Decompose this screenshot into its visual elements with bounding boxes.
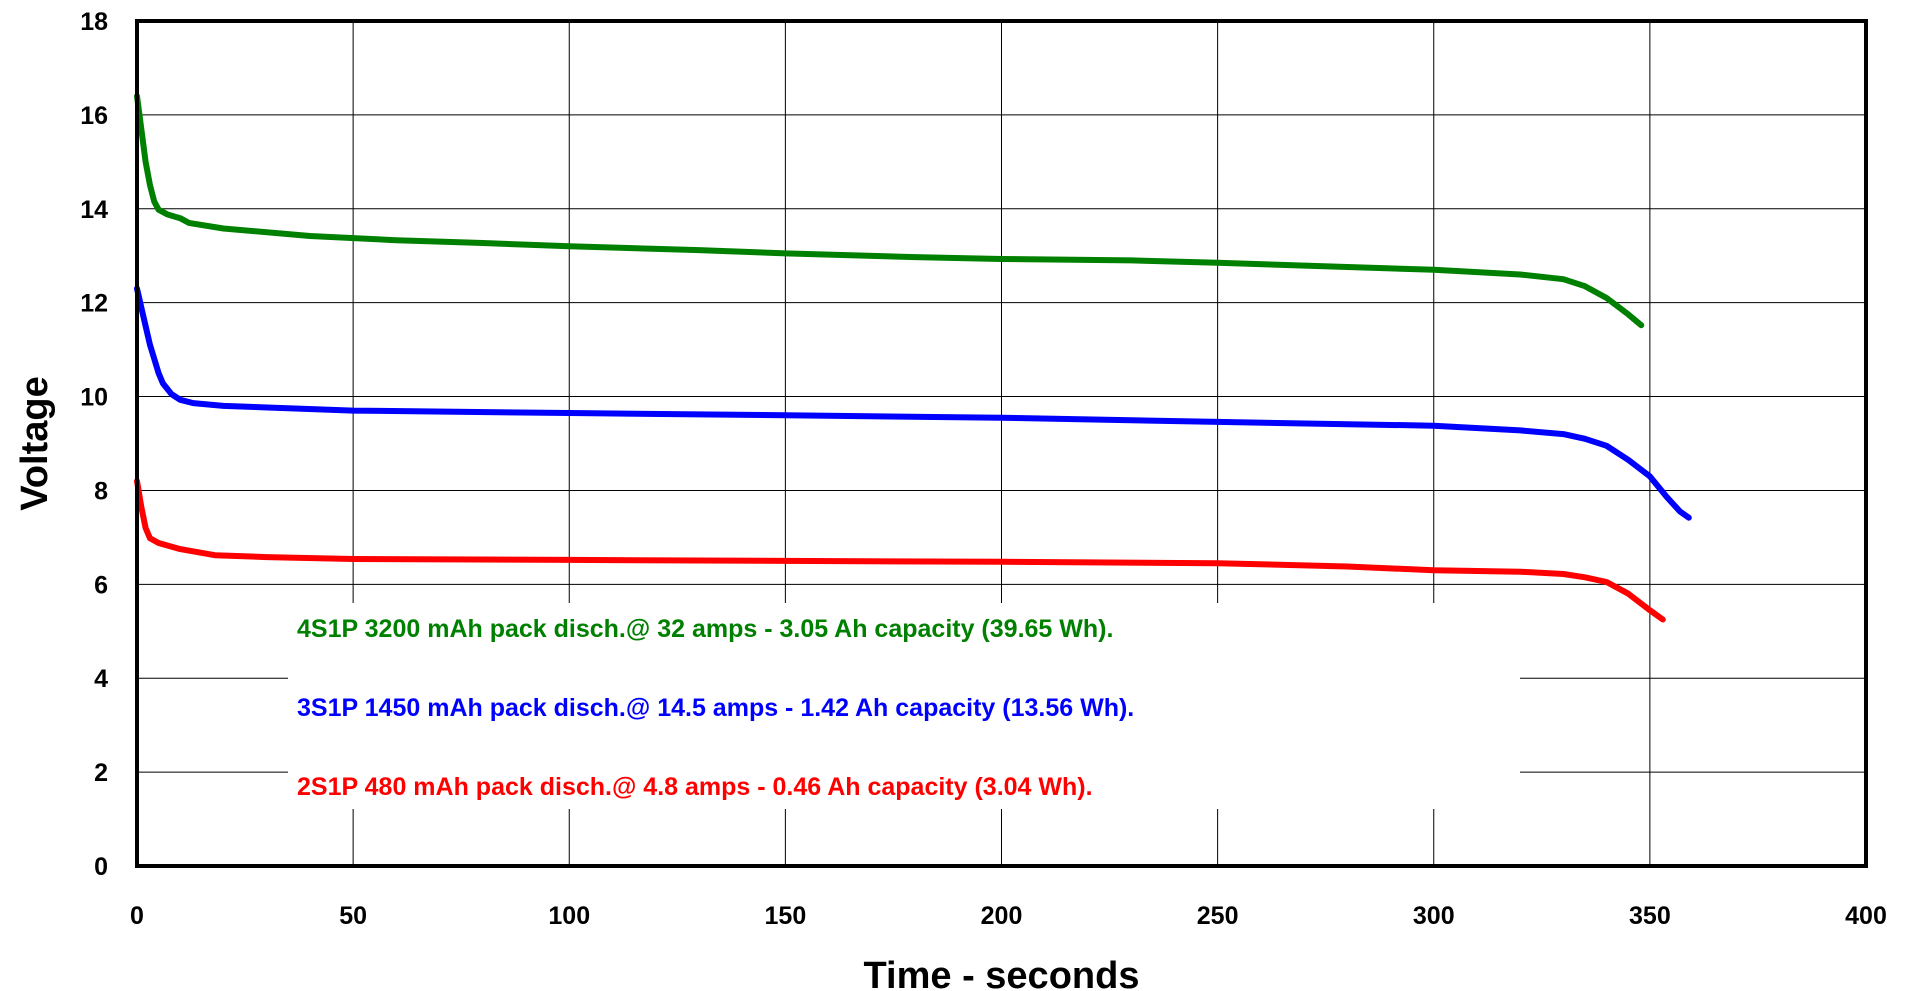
y-tick-label: 8: [94, 477, 108, 505]
y-tick-label: 4: [94, 665, 108, 693]
y-axis-title: Voltage: [14, 376, 56, 510]
y-tick-label: 18: [80, 8, 108, 36]
x-tick-label: 250: [1197, 902, 1239, 930]
y-tick-label: 6: [94, 571, 108, 599]
x-tick-label: 350: [1629, 902, 1671, 930]
series-lines: [134, 93, 1692, 623]
y-tick-label: 2: [94, 759, 108, 787]
x-tick-label: 0: [130, 902, 144, 930]
x-tick-label: 50: [339, 902, 367, 930]
series-annotation-1: 4S1P 3200 mAh pack disch.@ 32 amps - 3.0…: [297, 615, 1113, 643]
y-tick-label: 16: [80, 102, 108, 130]
x-tick-label: 400: [1845, 902, 1887, 930]
series-line-1: [134, 93, 1645, 329]
annotations: 4S1P 3200 mAh pack disch.@ 32 amps - 3.0…: [297, 615, 1134, 801]
x-tick-label: 300: [1413, 902, 1455, 930]
series-annotation-2: 3S1P 1450 mAh pack disch.@ 14.5 amps - 1…: [297, 694, 1134, 722]
x-tick-label: 200: [981, 902, 1023, 930]
series-annotation-3: 2S1P 480 mAh pack disch.@ 4.8 amps - 0.4…: [297, 773, 1093, 801]
gridlines: [137, 21, 1866, 866]
x-tick-label: 100: [548, 902, 590, 930]
x-axis-title: Time - seconds: [864, 955, 1140, 991]
series-line-2: [134, 285, 1692, 521]
annotation-box: [288, 603, 1520, 809]
tick-labels: 0 50 100 150 200 250 300 350 400 0 2 4 6 8 10 12 14 16 18: [80, 8, 1887, 930]
plot-area-frame: [135, 19, 1868, 868]
y-tick-label: 10: [80, 384, 108, 412]
series-line-3: [134, 478, 1666, 623]
y-tick-label: 0: [94, 853, 108, 881]
y-tick-label: 14: [80, 196, 108, 224]
x-tick-label: 150: [765, 902, 807, 930]
y-tick-label: 12: [80, 290, 108, 318]
